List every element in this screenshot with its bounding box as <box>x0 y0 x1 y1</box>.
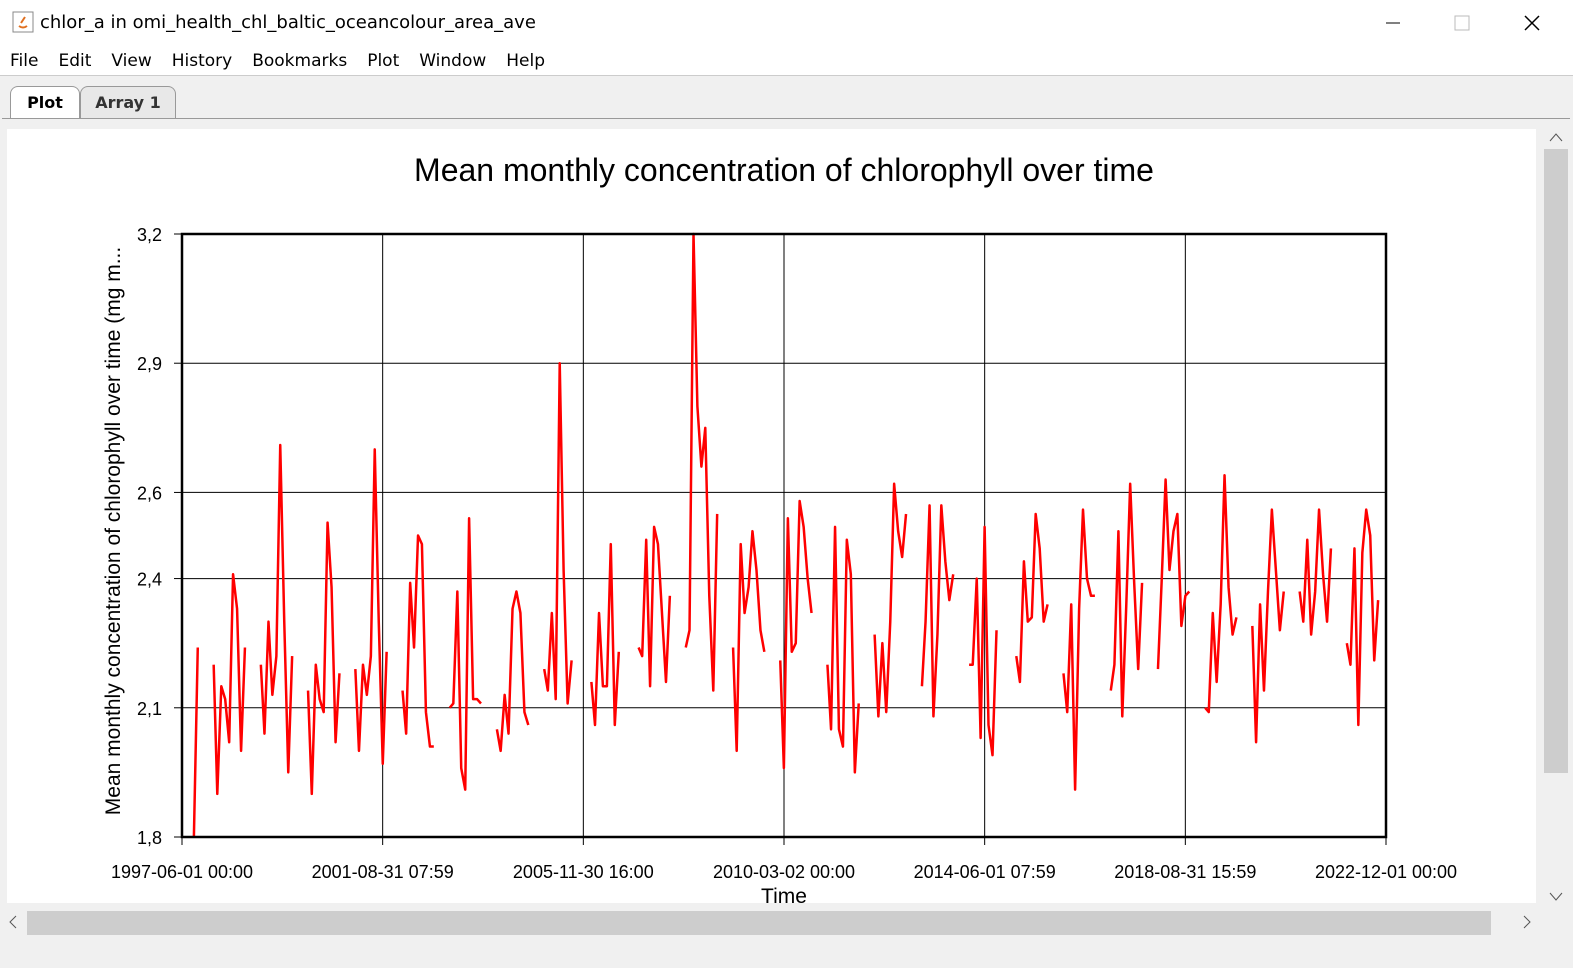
x-axis-label: Time <box>761 885 807 908</box>
scroll-down[interactable] <box>1549 892 1563 901</box>
scroll-right[interactable] <box>1523 915 1531 929</box>
x-tick-label: 2018-08-31 15:59 <box>1114 862 1256 882</box>
menu-item[interactable]: Plot <box>367 51 400 71</box>
y-tick-label: 2,6 <box>137 483 162 503</box>
x-tick-label: 2022-12-01 00:00 <box>1315 862 1457 882</box>
menu-item[interactable]: Edit <box>58 51 92 71</box>
plot-panel: Mean monthly concentration of chlorophyl… <box>2 118 1570 936</box>
x-tick-label: 2001-08-31 07:59 <box>312 862 454 882</box>
y-tick-label: 2,1 <box>137 699 162 719</box>
app-icon <box>12 11 34 33</box>
tab[interactable]: Array 1 <box>80 86 176 118</box>
menu-item[interactable]: History <box>171 51 233 71</box>
y-axis-label: Mean monthly concentration of chlorophyl… <box>102 247 125 815</box>
window-controls[interactable] <box>1370 8 1550 38</box>
y-tick-label: 1,8 <box>137 828 162 848</box>
menu-item[interactable]: Help <box>506 51 546 71</box>
plot-frame <box>180 232 1388 839</box>
chart-title: Mean monthly concentration of chlorophyl… <box>414 152 1154 188</box>
x-tick-label: 2014-06-01 07:59 <box>914 862 1056 882</box>
scroll-left[interactable] <box>9 915 17 929</box>
menu-item[interactable]: View <box>111 51 152 71</box>
menu-item[interactable]: File <box>10 51 39 71</box>
v-scroll-thumb[interactable] <box>1544 149 1568 773</box>
chart: Mean monthly concentration of chlorophyl… <box>2 127 1568 935</box>
data-line <box>192 232 1380 838</box>
x-tick-label: 1997-06-01 00:00 <box>111 862 253 882</box>
plot-background <box>7 129 1536 903</box>
h-scroll-thumb[interactable] <box>27 911 1491 935</box>
menu-item[interactable]: Window <box>419 51 487 71</box>
y-tick-label: 3,2 <box>137 225 162 245</box>
x-tick-label: 2005-11-30 16:00 <box>513 862 654 882</box>
y-tick-label: 2,4 <box>137 570 162 590</box>
tab[interactable]: Plot <box>10 86 80 118</box>
menu-bar: File Edit View History Bookmarks Plot Window He… <box>0 45 1573 76</box>
menu-item[interactable]: Bookmarks <box>252 51 348 71</box>
x-tick-label: 2010-03-02 00:00 <box>713 862 855 882</box>
title-bar: chlor_a in omi_health_chl_baltic_oceanco… <box>0 0 1573 45</box>
window-title: chlor_a in omi_health_chl_baltic_oceanco… <box>40 12 536 33</box>
y-tick-label: 2,9 <box>137 354 162 374</box>
scroll-up[interactable] <box>1549 133 1563 142</box>
